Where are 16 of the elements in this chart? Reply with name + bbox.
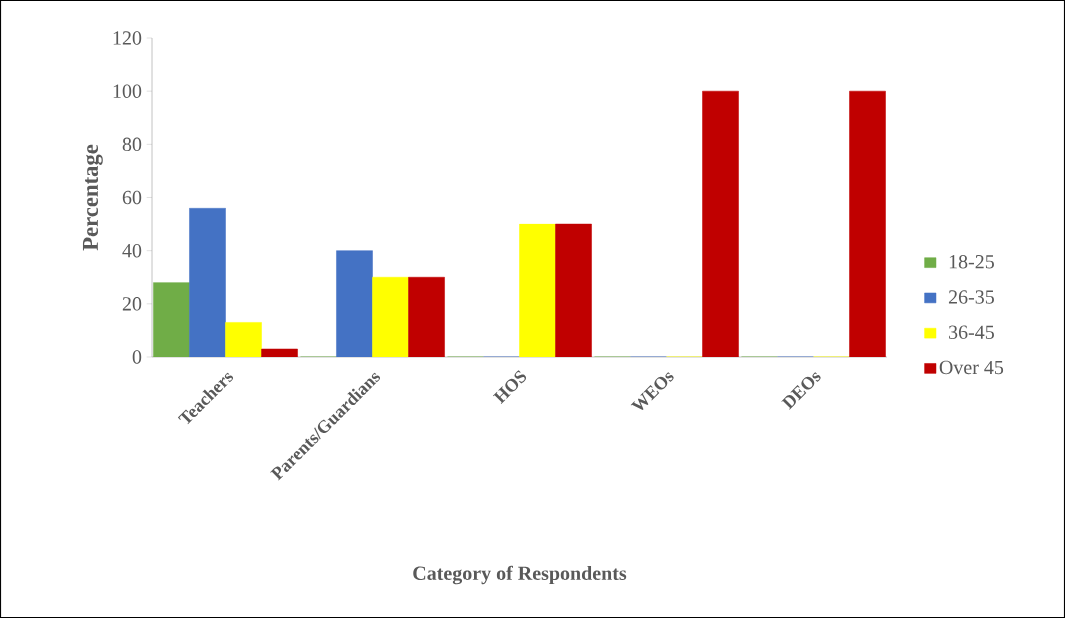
bar	[519, 223, 556, 357]
y-tick-label: 0	[132, 350, 142, 364]
y-tick-label: 40	[122, 243, 142, 258]
y-tick-label: 20	[122, 297, 142, 311]
legend-label: 26-35	[948, 290, 994, 304]
legend-label: Over 45	[939, 360, 1004, 375]
bar	[372, 276, 409, 357]
y-tick-label: 60	[122, 190, 142, 205]
y-tick-label: 80	[122, 137, 142, 152]
y-tick-label: 100	[113, 84, 142, 98]
bar	[225, 322, 262, 357]
y-axis-title: Percentage	[82, 144, 103, 251]
legend-label: 18-25	[949, 255, 994, 269]
legend-label: 36-45	[949, 325, 994, 339]
x-axis-title: Category of Respondents	[413, 565, 627, 585]
y-tick-label: 120	[113, 31, 142, 45]
